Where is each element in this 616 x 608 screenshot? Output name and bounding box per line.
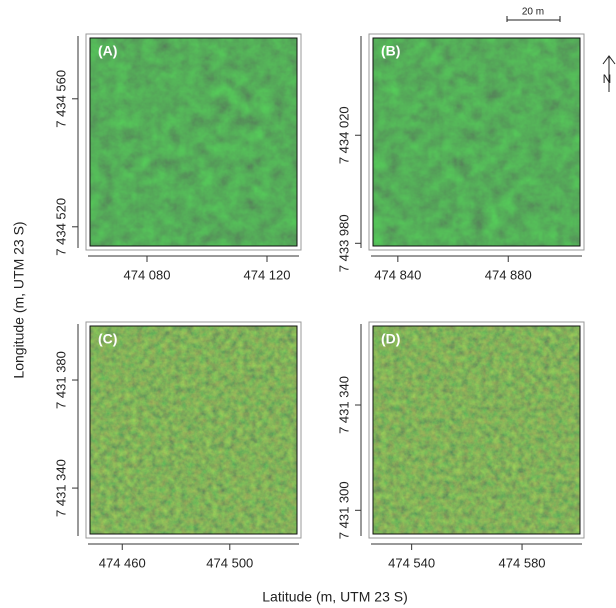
x-tick-label: 474 540 bbox=[388, 555, 435, 570]
scale-bar-label: 20 m bbox=[522, 7, 544, 18]
panel-label: (C) bbox=[98, 331, 117, 347]
y-tick-label: 7 431 340 bbox=[336, 376, 351, 434]
y-tick-label: 7 434 020 bbox=[336, 106, 351, 164]
x-tick-label: 474 460 bbox=[99, 555, 146, 570]
aerial-image bbox=[90, 326, 297, 534]
x-tick-label: 474 500 bbox=[206, 555, 253, 570]
y-tick-label: 7 431 300 bbox=[336, 481, 351, 539]
y-tick-label: 7 434 520 bbox=[53, 198, 68, 256]
x-axis-label: Latitude (m, UTM 23 S) bbox=[262, 589, 408, 605]
figure: Longitude (m, UTM 23 S) Latitude (m, UTM… bbox=[0, 0, 616, 608]
x-tick-label: 474 580 bbox=[499, 555, 546, 570]
aerial-image bbox=[373, 38, 580, 246]
y-tick-label: 7 433 980 bbox=[336, 214, 351, 272]
aerial-image bbox=[90, 38, 297, 246]
panel-label: (A) bbox=[98, 43, 117, 59]
x-tick-label: 474 840 bbox=[374, 267, 421, 282]
y-tick-label: 7 431 340 bbox=[53, 459, 68, 517]
x-tick-label: 474 120 bbox=[244, 267, 291, 282]
x-tick-label: 474 080 bbox=[124, 267, 171, 282]
north-label: N bbox=[603, 72, 612, 86]
y-tick-label: 7 434 560 bbox=[53, 70, 68, 128]
y-tick-label: 7 431 380 bbox=[53, 351, 68, 409]
panel-label: (D) bbox=[381, 331, 400, 347]
x-tick-label: 474 880 bbox=[485, 267, 532, 282]
aerial-image bbox=[373, 326, 580, 534]
panel-label: (B) bbox=[381, 43, 400, 59]
y-axis-label: Longitude (m, UTM 23 S) bbox=[11, 221, 27, 378]
